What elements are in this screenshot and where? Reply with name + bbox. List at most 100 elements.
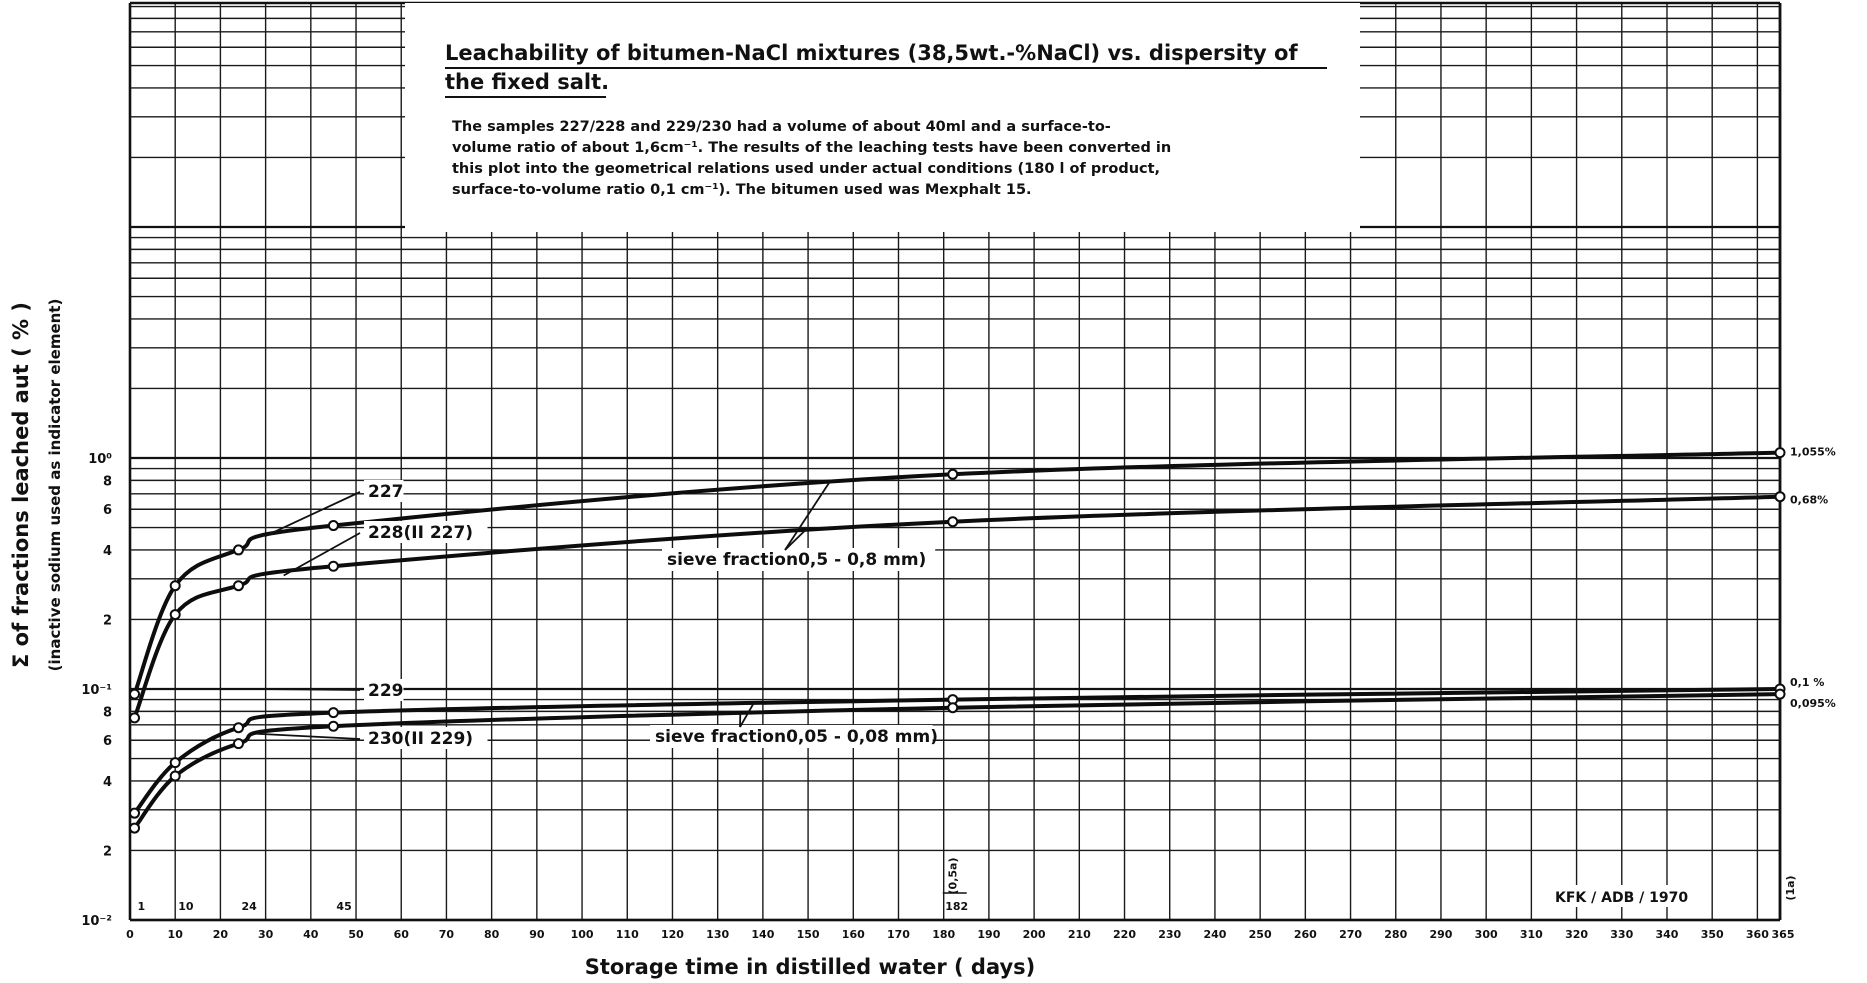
series-line (132, 687, 1782, 816)
annotation-leader-line (784, 479, 832, 551)
series-curves (129, 447, 1786, 834)
series-label: 229 (368, 681, 404, 701)
label-leader-line (265, 491, 361, 537)
x-tick-label: 30 (258, 928, 274, 941)
x-tick-label: 10 (168, 928, 184, 941)
series-end-label: 0,68% (1790, 494, 1828, 507)
description-line-1: The samples 227/228 and 229/230 had a vo… (452, 119, 1111, 135)
x-tick-label: 50 (348, 928, 364, 941)
x-tick-label: 190 (977, 928, 1000, 941)
x-tick-label: 70 (439, 928, 455, 941)
credit-background (1548, 885, 1708, 907)
y-tick-label: 8 (103, 705, 112, 720)
x-tick-label: 40 (303, 928, 319, 941)
data-point (947, 516, 959, 528)
label-leader-line (283, 532, 361, 577)
x-tick-label: 170 (887, 928, 910, 941)
series-end-label: 0,095% (1790, 697, 1836, 710)
data-point (169, 757, 181, 769)
series-end-label: 0,1 % (1790, 676, 1824, 689)
x-tick-label: 350 (1701, 928, 1724, 941)
day-marker-label: 1 (138, 900, 146, 913)
x-tick-label: 130 (706, 928, 729, 941)
annotation-background (662, 548, 936, 571)
series-label-background (364, 679, 404, 701)
description-line-2: volume ratio of about 1,6cm⁻¹. The resul… (452, 140, 1171, 156)
half-year-day-label: 182 (945, 900, 968, 913)
chart-title-line-1: Leachability of bitumen-NaCl mixtures (3… (445, 41, 1298, 65)
series-label: 228(II 227) (368, 523, 473, 543)
day-marker-label: 45 (336, 900, 351, 913)
series-label-background (364, 727, 488, 749)
y-tick-label: 2 (103, 613, 112, 628)
annotation-background (650, 725, 933, 748)
x-tick-label: 150 (797, 928, 820, 941)
x-tick-label: 90 (529, 928, 545, 941)
x-tick-label: 140 (751, 928, 774, 941)
description-line-3: this plot into the geometrical relations… (452, 161, 1160, 177)
series-label: 227 (368, 482, 404, 502)
x-tick-label: 260 (1294, 928, 1317, 941)
data-point (129, 712, 141, 724)
x-tick-label: 110 (616, 928, 639, 941)
data-point (327, 560, 339, 572)
y-axis-label: Σ of fractions leached aut ( % ) (9, 302, 33, 668)
series-label: 230(II 229) (368, 729, 473, 749)
series-line (132, 450, 1782, 697)
data-point (327, 707, 339, 719)
series-line (132, 692, 1782, 831)
x-tick-label: 20 (213, 928, 229, 941)
y-tick-label: 4 (103, 544, 112, 559)
data-point (169, 770, 181, 782)
title-box-background (405, 3, 1360, 232)
label-leader-line (252, 688, 361, 691)
x-tick-label: 270 (1339, 928, 1362, 941)
annotation-leader-line (784, 526, 809, 551)
x-tick-label: 300 (1475, 928, 1498, 941)
x-axis-label: Storage time in distilled water ( days) (585, 955, 1036, 979)
description-line-4: surface-to-volume ratio 0,1 cm⁻¹). The b… (452, 182, 1032, 198)
series-line (132, 494, 1782, 720)
y-tick-label: 4 (103, 775, 112, 790)
x-tick-label: 230 (1158, 928, 1181, 941)
series-label-background (364, 480, 404, 502)
x-tick-label: 330 (1610, 928, 1633, 941)
data-point (1774, 447, 1786, 459)
x-tick-label: 180 (932, 928, 955, 941)
data-point (232, 580, 244, 592)
x-tick-label: 365 (1772, 928, 1795, 941)
data-point (947, 702, 959, 714)
label-leader-line (256, 732, 361, 740)
y-tick-label: 10⁻¹ (81, 683, 112, 698)
y-axis-sublabel: (inactive sodium used as indicator eleme… (46, 299, 64, 672)
x-tick-label: 60 (394, 928, 410, 941)
y-tick-label: 6 (103, 503, 112, 518)
data-point (1774, 491, 1786, 503)
data-point (232, 722, 244, 734)
x-tick-label: 340 (1656, 928, 1679, 941)
x-tick-label: 320 (1565, 928, 1588, 941)
annotation-label: sieve fraction0,05 - 0,08 mm) (655, 727, 938, 747)
x-tick-label: 360 (1746, 928, 1769, 941)
data-point (129, 807, 141, 819)
x-tick-label: 200 (1023, 928, 1046, 941)
chart-title-line-2: the fixed salt. (445, 70, 609, 94)
x-tick-label: 80 (484, 928, 500, 941)
y-tick-label: 10⁰ (88, 452, 112, 467)
x-tick-label: 210 (1068, 928, 1091, 941)
day-marker-label: 24 (241, 900, 257, 913)
x-tick-label: 0 (126, 928, 134, 941)
x-tick-label: 290 (1429, 928, 1452, 941)
credit-label: KFK / ADB / 1970 (1555, 890, 1688, 906)
data-point (129, 688, 141, 700)
data-point (129, 822, 141, 834)
x-tick-label: 220 (1113, 928, 1136, 941)
data-point (327, 520, 339, 532)
chart-labels: 0 10 20 30 40 50 60 70 80 90 100 110 120 130 140 150 160… (81, 446, 1835, 941)
half-year-label: (0,5a) (947, 858, 960, 895)
data-point (232, 544, 244, 556)
y-tick-label: 6 (103, 734, 112, 749)
x-tick-label: 280 (1384, 928, 1407, 941)
title-box: Leachability of bitumen-NaCl mixtures (3… (405, 3, 1360, 232)
data-point (169, 580, 181, 592)
